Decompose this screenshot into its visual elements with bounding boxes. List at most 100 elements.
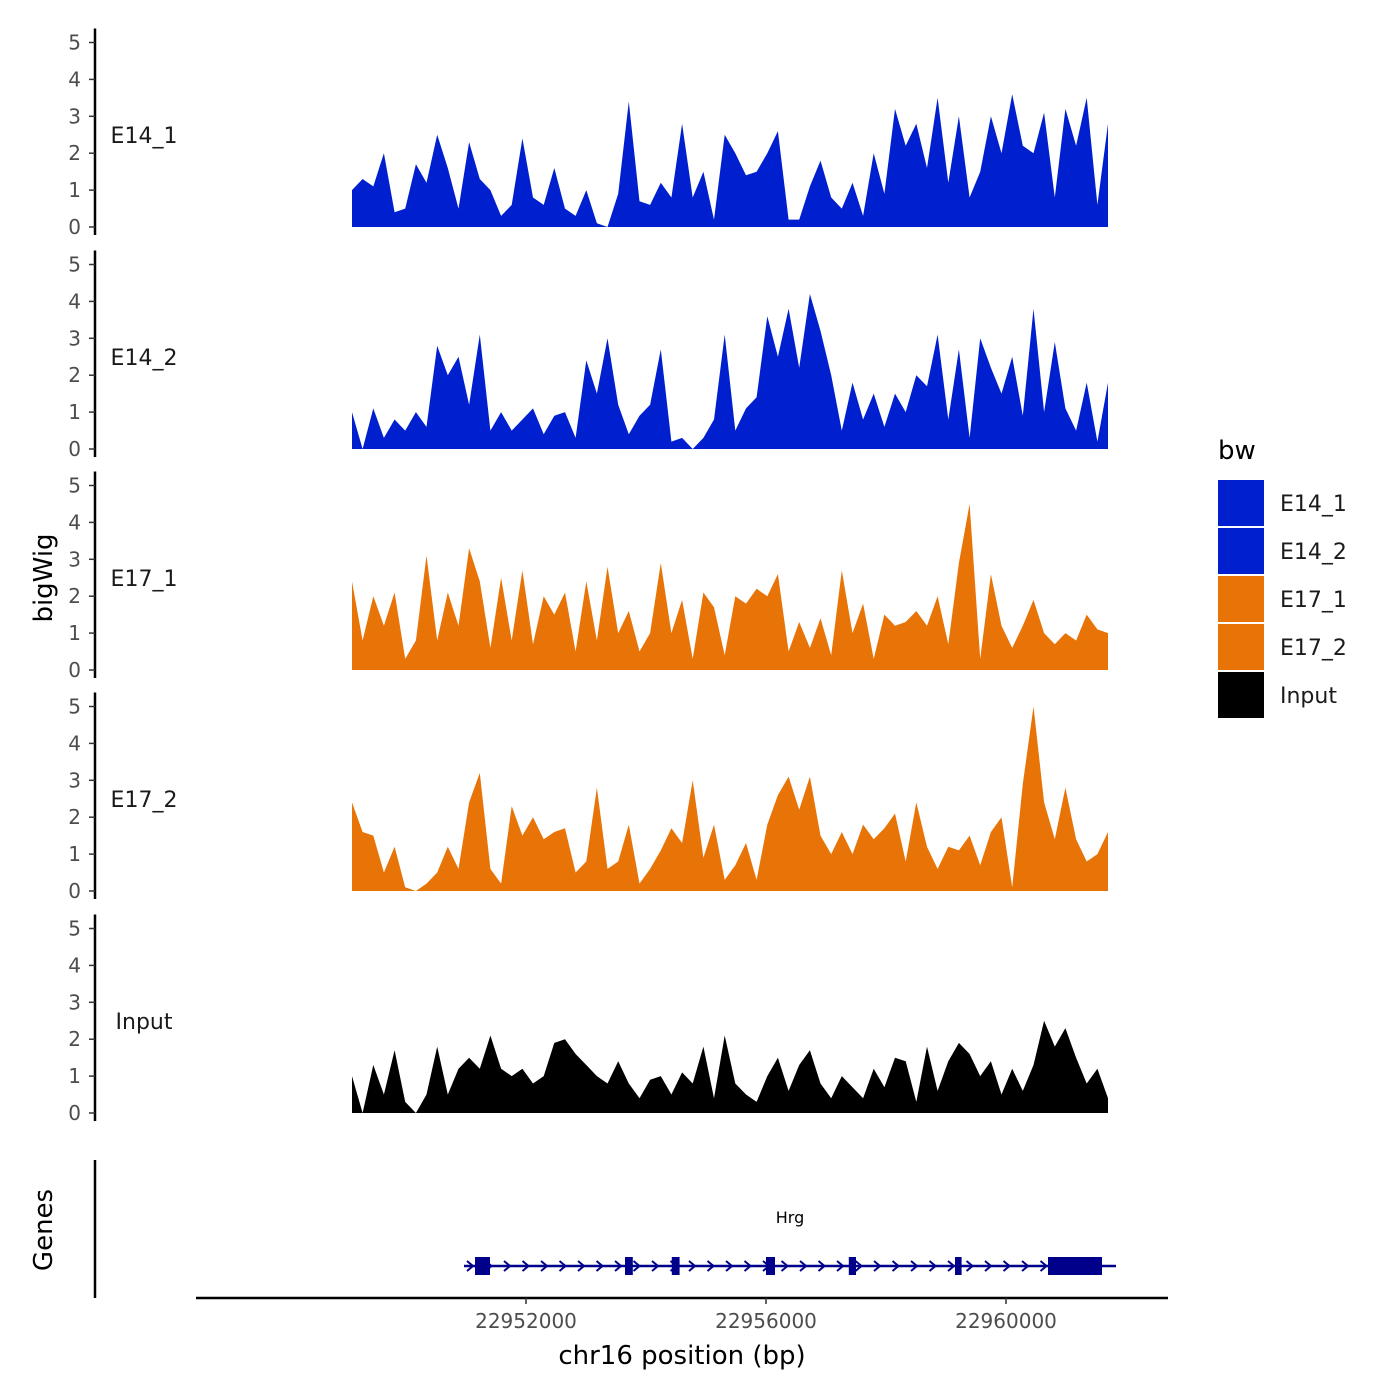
track-Input: 0 1 2 3 4 5 Input [68,914,1108,1125]
y-tick-label: 1 [68,1064,81,1088]
legend: bw E14_1 E14_2 E17_1 E17_2 Input [1218,436,1347,718]
legend-swatch [1218,672,1264,718]
y-tick-label: 4 [68,731,81,755]
strand-arrow [910,1260,919,1272]
strand-arrow [688,1260,697,1272]
strand-arrow [1021,1260,1030,1272]
coverage-area-Input [352,1020,1108,1113]
coverage-tracks: 0 1 2 3 4 5 E14_1 0 1 2 3 4 5 E14_2 0 1 2 3 4 5 E17_1 0 1 2 3 4 5 E… [68,28,1108,1125]
gene-exon [848,1257,856,1275]
gene-exon [766,1257,775,1275]
strand-arrow [799,1260,808,1272]
track-label: Input [116,1010,173,1035]
strand-arrow [595,1260,605,1272]
legend-swatch [1218,624,1264,670]
strand-arrow [817,1260,827,1272]
x-tick-label: 22960000 [955,1309,1057,1333]
strand-arrow [558,1260,568,1272]
legend-swatch [1218,528,1264,574]
strand-arrow [503,1260,512,1272]
y-tick-label: 1 [68,842,81,866]
y-tick-label: 1 [68,621,81,645]
strand-arrow [947,1260,956,1272]
legend-label: E17_2 [1280,636,1347,661]
legend-label: E17_1 [1280,588,1347,613]
gene-exon [475,1257,490,1275]
y-tick-label: 5 [68,917,81,941]
coverage-area-E17_1 [352,504,1108,670]
y-tick-label: 2 [68,584,81,608]
strand-arrow [521,1260,531,1272]
strand-arrow [632,1260,642,1272]
strand-arrow [965,1260,975,1272]
track-E17_1: 0 1 2 3 4 5 E17_1 [68,471,1108,682]
strand-arrow [706,1260,716,1272]
y-tick-label: 0 [68,1101,81,1125]
y-tick-label: 3 [68,104,81,128]
strand-arrow [577,1260,586,1272]
y-tick-label: 2 [68,805,81,829]
legend-swatch [1218,480,1264,526]
gene-exon [671,1257,680,1275]
y-tick-label: 3 [68,547,81,571]
y-tick-label: 1 [68,400,81,424]
y-tick-label: 2 [68,363,81,387]
y-tick-label: 0 [68,215,81,239]
track-E14_2: 0 1 2 3 4 5 E14_2 [68,250,1108,461]
track-label: E14_2 [111,346,178,371]
y-tick-label: 3 [68,990,81,1014]
gene-track-title: Genes [29,1189,59,1271]
y-tick-label: 5 [68,474,81,498]
legend-label: Input [1280,684,1337,709]
y-tick-label: 0 [68,879,81,903]
y-tick-label: 4 [68,289,81,313]
y-tick-label: 5 [68,253,81,277]
x-tick-label: 22952000 [475,1309,577,1333]
y-tick-label: 4 [68,67,81,91]
legend-label: E14_2 [1280,540,1347,565]
strand-arrow [651,1260,660,1272]
y-tick-label: 2 [68,1027,81,1051]
x-axis-title: chr16 position (bp) [558,1341,805,1371]
coverage-area-E17_2 [352,706,1108,891]
strand-arrow [854,1260,864,1272]
legend-swatch [1218,576,1264,622]
strand-arrow [984,1260,993,1272]
gene-exon [625,1257,633,1275]
x-tick-label: 22956000 [715,1309,817,1333]
strand-arrow [891,1260,901,1272]
x-axis: 22952000 22956000 22960000 [196,1296,1168,1333]
y-tick-label: 2 [68,141,81,165]
strand-arrow [836,1260,845,1272]
strand-arrow [540,1260,549,1272]
track-label: E17_2 [111,788,178,813]
gene-track: Hrg [93,1160,1116,1298]
strand-arrow [1039,1260,1049,1272]
y-tick-label: 5 [68,695,81,719]
legend-label: E14_1 [1280,492,1347,517]
track-E17_2: 0 1 2 3 4 5 E17_2 [68,692,1108,903]
gene-exon [1048,1257,1102,1275]
track-label: E14_1 [111,124,178,149]
strand-arrow [725,1260,734,1272]
strand-arrow [873,1260,882,1272]
y-axis-title: bigWig [29,533,59,622]
track-label: E17_1 [111,567,178,592]
strand-arrow [1002,1260,1012,1272]
legend-title: bw [1218,436,1256,466]
y-tick-label: 1 [68,178,81,202]
y-tick-label: 4 [68,953,81,977]
gene-label: Hrg [776,1208,804,1227]
strand-arrow [780,1260,790,1272]
y-tick-label: 0 [68,658,81,682]
coverage-area-E14_2 [352,294,1108,449]
coverage-area-E14_1 [352,94,1108,227]
y-tick-label: 4 [68,510,81,534]
strand-arrow [614,1260,623,1272]
gene-exon [955,1257,962,1275]
y-tick-label: 5 [68,31,81,55]
strand-arrow [466,1260,475,1272]
strand-arrow [743,1260,753,1272]
track-E14_1: 0 1 2 3 4 5 E14_1 [68,28,1108,239]
